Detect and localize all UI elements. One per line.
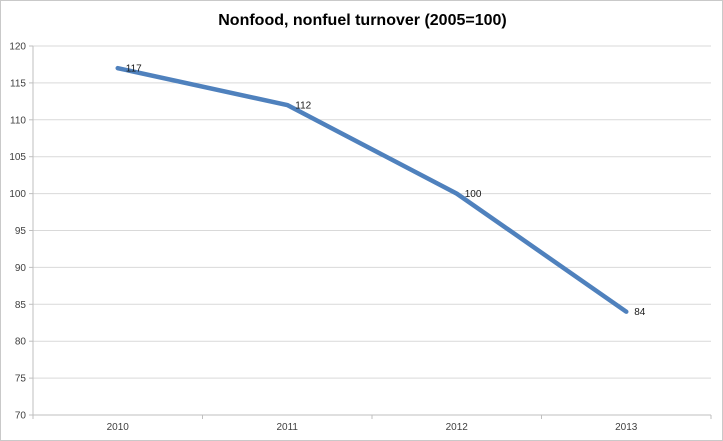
chart-title: Nonfood, nonfuel turnover (2005=100)	[218, 12, 507, 29]
y-axis-label: 120	[9, 42, 26, 53]
data-label: 117	[126, 64, 142, 75]
x-axis-label: 2010	[107, 422, 130, 433]
y-axis-label: 90	[15, 263, 27, 274]
series-line	[115, 65, 629, 314]
y-axis-label: 105	[9, 152, 26, 163]
x-axis-label: 2012	[446, 422, 469, 433]
y-axis-label: 95	[15, 226, 27, 237]
x-axis-label: 2013	[615, 422, 638, 433]
y-axis-label: 100	[9, 189, 26, 200]
y-axis-label: 110	[10, 115, 26, 126]
y-axis-label: 85	[15, 300, 27, 311]
y-axis-label: 80	[15, 337, 27, 348]
data-label: 100	[465, 189, 482, 200]
data-label: 84	[634, 307, 646, 318]
x-axis-label: 2011	[276, 422, 298, 433]
y-axis-label: 70	[15, 411, 27, 422]
y-axis-label: 75	[15, 374, 27, 385]
y-axis-label: 115	[10, 78, 26, 89]
data-label: 112	[295, 101, 311, 112]
